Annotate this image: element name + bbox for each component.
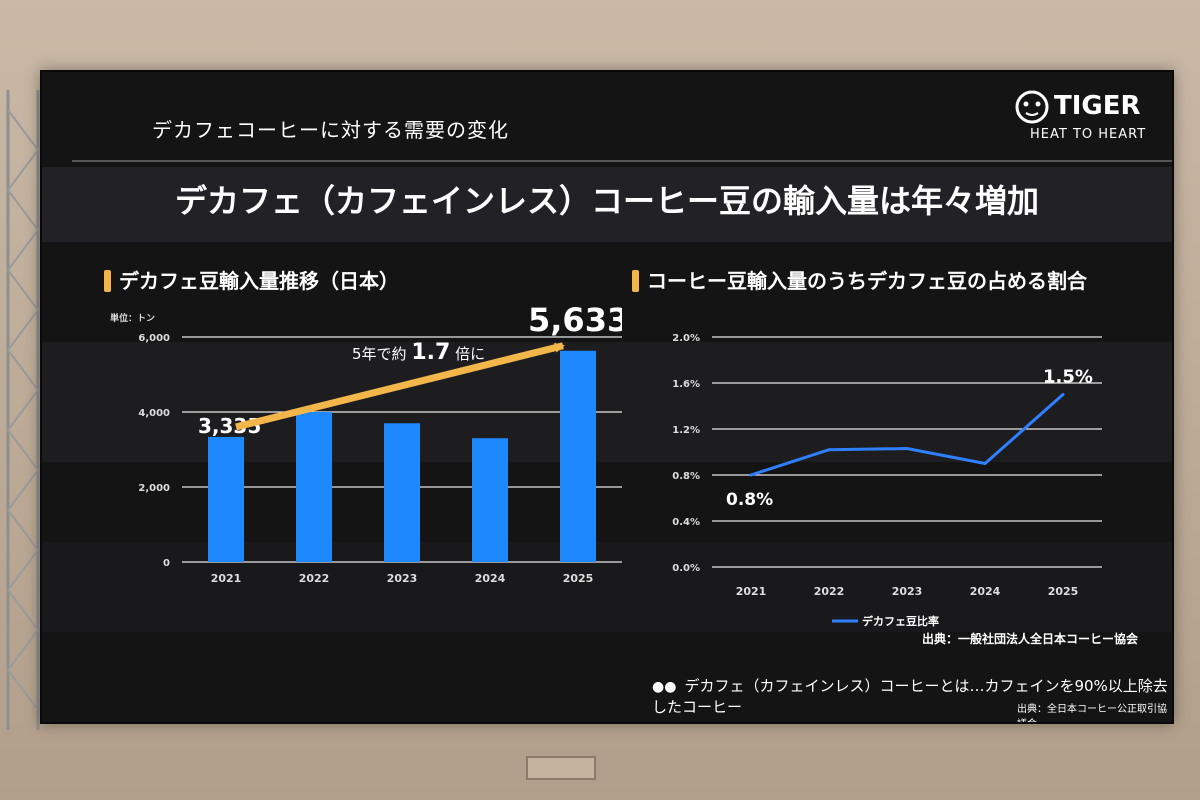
y-tick-label: 2.0% [672, 333, 700, 344]
bar [560, 350, 596, 562]
data-label-first: 0.8% [726, 490, 773, 510]
line-chart-title: コーヒー豆輸入量のうちデカフェ豆の占める割合 [632, 265, 1087, 294]
annotation-suffix: 倍に [450, 345, 485, 363]
source-citation-2: 出典：全日本コーヒー公正取引協議会 [1017, 704, 1167, 722]
y-tick-label: 0.4% [672, 517, 700, 528]
x-tick-label: 2021 [736, 585, 767, 598]
line-chart-title-text: コーヒー豆輸入量のうちデカフェ豆の占める割合 [647, 269, 1087, 293]
data-label-last: 1.5% [1043, 367, 1093, 388]
coffee-bean-icon: ●● [652, 679, 677, 695]
x-tick-label: 2023 [387, 572, 418, 585]
bar [384, 423, 420, 562]
x-tick-label: 2022 [299, 572, 330, 585]
bar-chart-title-text: デカフェ豆輸入量推移（日本） [119, 269, 399, 293]
title-accent-marker [632, 270, 639, 292]
x-tick-label: 2022 [814, 585, 845, 598]
annotation-prefix: 5年で約 [352, 345, 411, 363]
definition-note-text: デカフェ（カフェインレス）コーヒーとは…カフェインを90%以上除去したコーヒー [652, 677, 1168, 716]
data-point [905, 447, 909, 451]
y-tick-label: 0.8% [672, 471, 700, 482]
bar-chart: 単位：トン 0 2,000 4,000 6,000 2021 2022 2023 2024 20… [110, 301, 622, 585]
bar-chart-title: デカフェ豆輸入量推移（日本） [104, 265, 399, 294]
logo-tagline: HEAT TO HEART [1030, 127, 1147, 142]
bar [472, 438, 508, 562]
bar [208, 436, 244, 562]
x-tick-label: 2024 [970, 585, 1001, 598]
floor-plate [526, 756, 596, 780]
data-point [749, 473, 753, 477]
data-point [983, 462, 987, 465]
y-tick-label: 1.6% [672, 379, 700, 390]
data-label-last: 5,633 [528, 301, 622, 339]
tiger-logo: TIGER HEAT TO HEART [1014, 89, 1154, 149]
x-tick-label: 2025 [1048, 585, 1079, 598]
y-tick-label: 4,000 [138, 408, 170, 419]
source-citation: 出典：一般社団法人全日本コーヒー協会 [922, 632, 1139, 646]
bg-band [42, 167, 1172, 242]
unit-label: 単位：トン [110, 312, 155, 324]
title-accent-marker [104, 270, 111, 292]
tiger-face-icon [1015, 90, 1049, 124]
presentation-screen: デカフェコーヒーに対する需要の変化 TIGER HEAT TO HEART デカ… [40, 70, 1174, 724]
y-tick-label: 0 [163, 558, 170, 569]
section-label: デカフェコーヒーに対する需要の変化 [152, 118, 509, 142]
data-point [827, 448, 831, 452]
y-tick-label: 6,000 [138, 333, 170, 344]
growth-annotation: 5年で約 1.7 倍に [352, 340, 485, 365]
data-point [1061, 393, 1065, 396]
x-tick-label: 2024 [475, 572, 506, 585]
x-tick-label: 2021 [211, 572, 242, 585]
x-tick-label: 2025 [563, 572, 594, 585]
scaffold-truss [6, 90, 40, 730]
legend-label: デカフェ豆比率 [862, 614, 939, 628]
annotation-value: 1.7 [411, 340, 450, 365]
series-line [750, 393, 1064, 477]
bar [296, 412, 332, 562]
header-divider [72, 160, 1172, 162]
x-tick-label: 2023 [892, 585, 923, 598]
logo-wordmark: TIGER [1054, 91, 1141, 121]
definition-note: ●● デカフェ（カフェインレス）コーヒーとは…カフェインを90%以上除去したコーヒ… [652, 675, 1172, 717]
growth-arrow [235, 342, 565, 431]
y-tick-label: 0.0% [672, 563, 700, 574]
page-title: デカフェ（カフェインレス）コーヒー豆の輸入量は年々増加 [174, 182, 1039, 220]
y-tick-label: 1.2% [672, 425, 700, 436]
line-chart: 0.0% 0.4% 0.8% 1.2% 1.6% 2.0% 2021 2022 2023 2024… [672, 333, 1102, 628]
y-tick-label: 2,000 [138, 483, 170, 494]
